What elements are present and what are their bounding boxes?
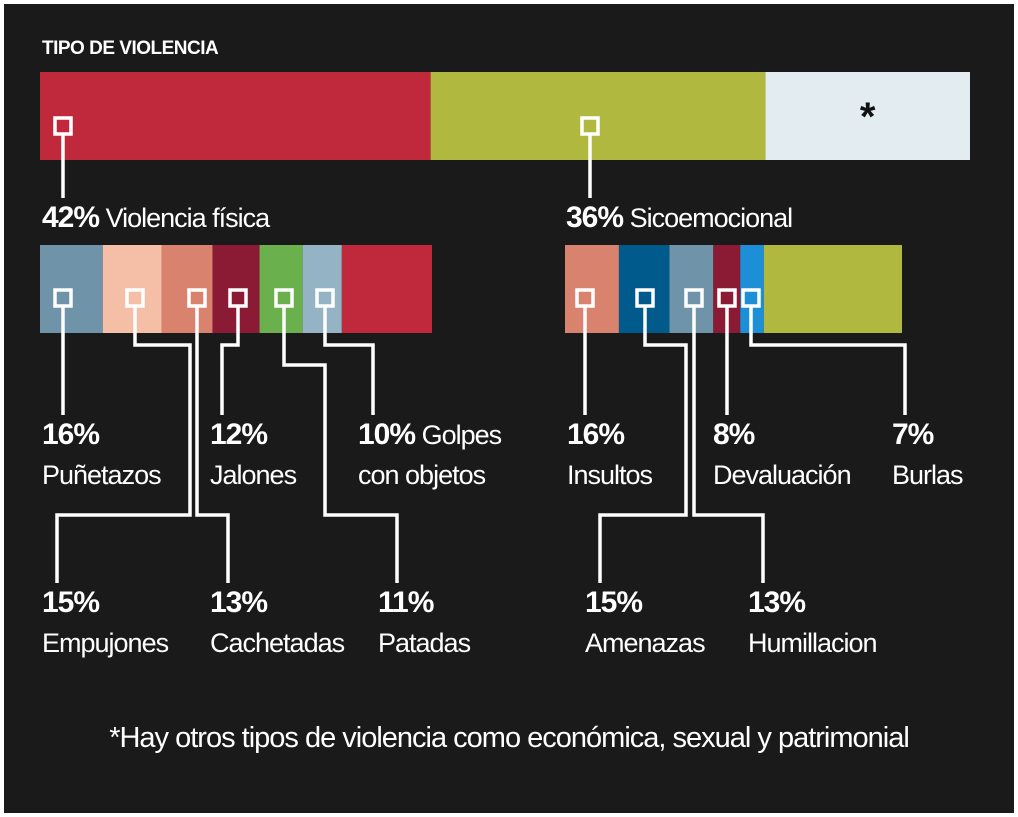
- connector: [220, 306, 240, 415]
- category-label: 15% Empujones: [42, 583, 169, 663]
- category-label: 16% Puñetazos: [42, 415, 162, 495]
- category-name: Jalones: [210, 460, 297, 490]
- bar-segment: [763, 245, 902, 333]
- value-label: 8%: [713, 418, 755, 451]
- value-label: 12%: [210, 418, 268, 451]
- connector: [55, 306, 192, 583]
- category-name: Patadas: [378, 628, 471, 658]
- category-name: Burlas: [892, 460, 964, 490]
- value-label: 13%: [748, 586, 806, 619]
- connector: [749, 306, 907, 415]
- category-name: Devaluación: [713, 460, 852, 490]
- bar-segment: [430, 72, 766, 160]
- category-label: 11% Patadas: [378, 583, 471, 663]
- category-label: 36% Sicoemocional: [566, 198, 794, 238]
- bar-segment: [341, 245, 432, 333]
- marker: [684, 288, 704, 308]
- value-label: 16%: [567, 418, 625, 451]
- marker: [575, 288, 595, 308]
- category-label: 10% Golpes con objetos: [358, 415, 533, 495]
- marker: [53, 288, 73, 308]
- connector: [598, 306, 688, 583]
- category-label: 8% Devaluación: [713, 415, 852, 495]
- marker: [717, 288, 737, 308]
- value-label: 11%: [378, 586, 434, 619]
- marker: [187, 288, 207, 308]
- category-name: Sicoemocional: [629, 203, 794, 233]
- value-label: 15%: [585, 586, 643, 619]
- category-name: Insultos: [567, 460, 653, 490]
- connector: [195, 306, 230, 583]
- category-label: 42% Violencia física: [42, 198, 271, 238]
- value-label: 16%: [42, 418, 100, 451]
- category-name: Humillacion: [748, 628, 878, 658]
- bar-segment: [40, 72, 431, 160]
- category-name: Golpes con objetos: [358, 420, 502, 490]
- marker: [228, 288, 248, 308]
- category-label: 13% Humillacion: [748, 583, 878, 663]
- marker: [274, 288, 294, 308]
- segment-label: *: [860, 95, 876, 139]
- connector: [282, 306, 399, 583]
- connector: [323, 306, 375, 415]
- category-label: 12% Jalones: [210, 415, 297, 495]
- category-label: 16% Insultos: [567, 415, 653, 495]
- value-label: 7%: [892, 418, 934, 451]
- category-name: Puñetazos: [42, 460, 162, 490]
- marker: [635, 288, 655, 308]
- marker: [315, 288, 335, 308]
- category-label: 7% Burlas: [892, 415, 964, 495]
- bar-segment: [765, 72, 970, 160]
- value-label: 15%: [42, 586, 100, 619]
- footnote: *Hay otros tipos de violencia como econó…: [109, 722, 910, 754]
- marker: [125, 288, 145, 308]
- category-label: 15% Amenazas: [585, 583, 706, 663]
- category-name: Cachetadas: [210, 628, 345, 658]
- connector: [692, 306, 765, 583]
- value-label: 10%: [358, 418, 416, 451]
- value-label: 13%: [210, 586, 268, 619]
- value-label: 42%: [42, 201, 100, 234]
- category-name: Amenazas: [585, 628, 706, 658]
- marker: [741, 288, 761, 308]
- value-label: 36%: [566, 201, 624, 234]
- category-name: Empujones: [42, 628, 169, 658]
- category-name: Violencia física: [105, 203, 271, 233]
- chart-title: TIPO DE VIOLENCIA: [42, 38, 219, 59]
- category-label: 13% Cachetadas: [210, 583, 345, 663]
